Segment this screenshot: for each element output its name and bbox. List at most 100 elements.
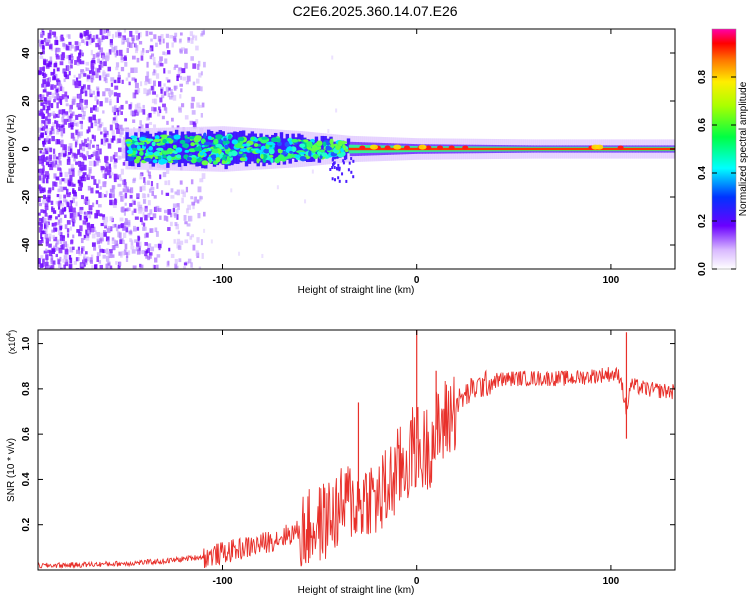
noise-speckle — [164, 180, 168, 186]
noise-speckle — [51, 126, 54, 131]
noise-speckle — [117, 71, 121, 78]
noise-speckle — [38, 159, 42, 165]
noise-speckle — [46, 116, 51, 120]
noise-speckle — [48, 98, 52, 103]
noise-speckle — [96, 156, 100, 161]
noise-speckle — [42, 258, 45, 264]
noise-speckle — [88, 169, 92, 174]
noise-speckle — [41, 39, 44, 45]
noise-speckle — [120, 251, 123, 258]
noise-speckle — [79, 206, 84, 211]
spectral-blob — [137, 142, 145, 146]
noise-speckle — [74, 41, 79, 45]
noise-speckle — [173, 66, 176, 70]
noise-speckle — [51, 248, 56, 254]
noise-speckle — [44, 104, 48, 108]
noise-speckle — [175, 209, 179, 214]
noise-speckle — [42, 165, 45, 172]
noise-speckle — [107, 251, 110, 257]
noise-speckle — [59, 226, 63, 231]
noise-speckle — [119, 132, 123, 138]
noise-speckle — [59, 267, 63, 269]
noise-speckle — [69, 148, 73, 154]
noise-speckle — [92, 105, 97, 111]
noise-speckle — [52, 111, 55, 116]
snr-x-ticks: -100 0 100 — [212, 330, 620, 587]
spectral-blob — [318, 149, 326, 153]
noise-speckle — [174, 64, 179, 68]
noise-speckle — [150, 85, 154, 91]
noise-speckle — [45, 81, 50, 87]
noise-speckle — [165, 107, 168, 114]
noise-speckle — [82, 220, 87, 225]
noise-speckle — [61, 178, 66, 182]
noise-speckle — [73, 74, 76, 78]
noise-speckle — [170, 88, 173, 95]
noise-speckle — [82, 263, 86, 267]
noise-speckle — [177, 245, 182, 250]
noise-speckle — [80, 263, 84, 267]
noise-speckle — [134, 89, 139, 95]
noise-speckle — [45, 77, 48, 84]
noise-speckle — [163, 91, 167, 96]
spectral-band — [192, 132, 196, 165]
noise-speckle — [116, 92, 121, 98]
noise-speckle — [55, 49, 58, 56]
noise-speckle — [109, 167, 112, 173]
noise-speckle — [62, 42, 66, 47]
noise-speckle — [42, 105, 46, 111]
noise-speckle — [112, 154, 116, 160]
noise-speckle — [40, 108, 44, 115]
noise-speckle — [54, 84, 57, 89]
noise-speckle — [58, 210, 62, 216]
spectral-blob — [207, 135, 212, 140]
spectral-blob — [242, 143, 248, 147]
noise-speckle — [44, 228, 48, 234]
noise-speckle — [143, 193, 147, 199]
noise-speckle — [126, 37, 130, 43]
noise-speckle — [74, 194, 78, 199]
noise-speckle — [42, 268, 47, 269]
noise-speckle — [107, 143, 112, 149]
noise-speckle — [161, 190, 164, 195]
spectral-blob — [291, 138, 299, 143]
noise-speckle — [199, 196, 203, 200]
spectral-blob — [198, 156, 202, 162]
noise-speckle — [52, 223, 57, 227]
noise-speckle — [161, 115, 165, 120]
noise-speckle — [53, 113, 57, 119]
noise-speckle — [50, 265, 55, 269]
noise-speckle — [96, 231, 101, 238]
noise-speckle — [39, 42, 42, 47]
noise-speckle — [57, 167, 62, 171]
noise-speckle — [51, 229, 55, 233]
noise-speckle — [80, 70, 84, 74]
noise-speckle — [86, 142, 90, 147]
noise-speckle — [70, 53, 73, 60]
noise-speckle — [46, 78, 50, 82]
noise-speckle — [155, 94, 159, 98]
noise-speckle — [43, 60, 47, 66]
noise-speckle — [67, 233, 70, 238]
noise-speckle — [50, 86, 53, 90]
noise-speckle — [44, 261, 49, 267]
noise-speckle — [135, 247, 139, 252]
noise-speckle — [172, 208, 176, 213]
noise-speckle — [169, 212, 173, 218]
spectral-outlier — [333, 166, 336, 170]
noise-speckle — [178, 107, 182, 113]
noise-speckle — [56, 156, 60, 160]
spectral-band — [172, 133, 176, 165]
noise-speckle — [84, 90, 88, 97]
noise-speckle — [60, 131, 64, 137]
noise-speckle — [132, 119, 136, 123]
noise-speckle — [148, 121, 153, 125]
noise-speckle — [44, 116, 48, 121]
noise-speckle — [159, 62, 164, 67]
noise-speckle — [148, 88, 152, 95]
snr-panel: -100 0 100 0.2 0.4 0.6 0.8 1.0 Height of strai… — [6, 329, 676, 596]
noise-speckle — [125, 187, 129, 193]
spectral-blob — [215, 143, 223, 148]
spectral-peak-dot — [448, 145, 455, 150]
noise-speckle — [181, 103, 185, 108]
